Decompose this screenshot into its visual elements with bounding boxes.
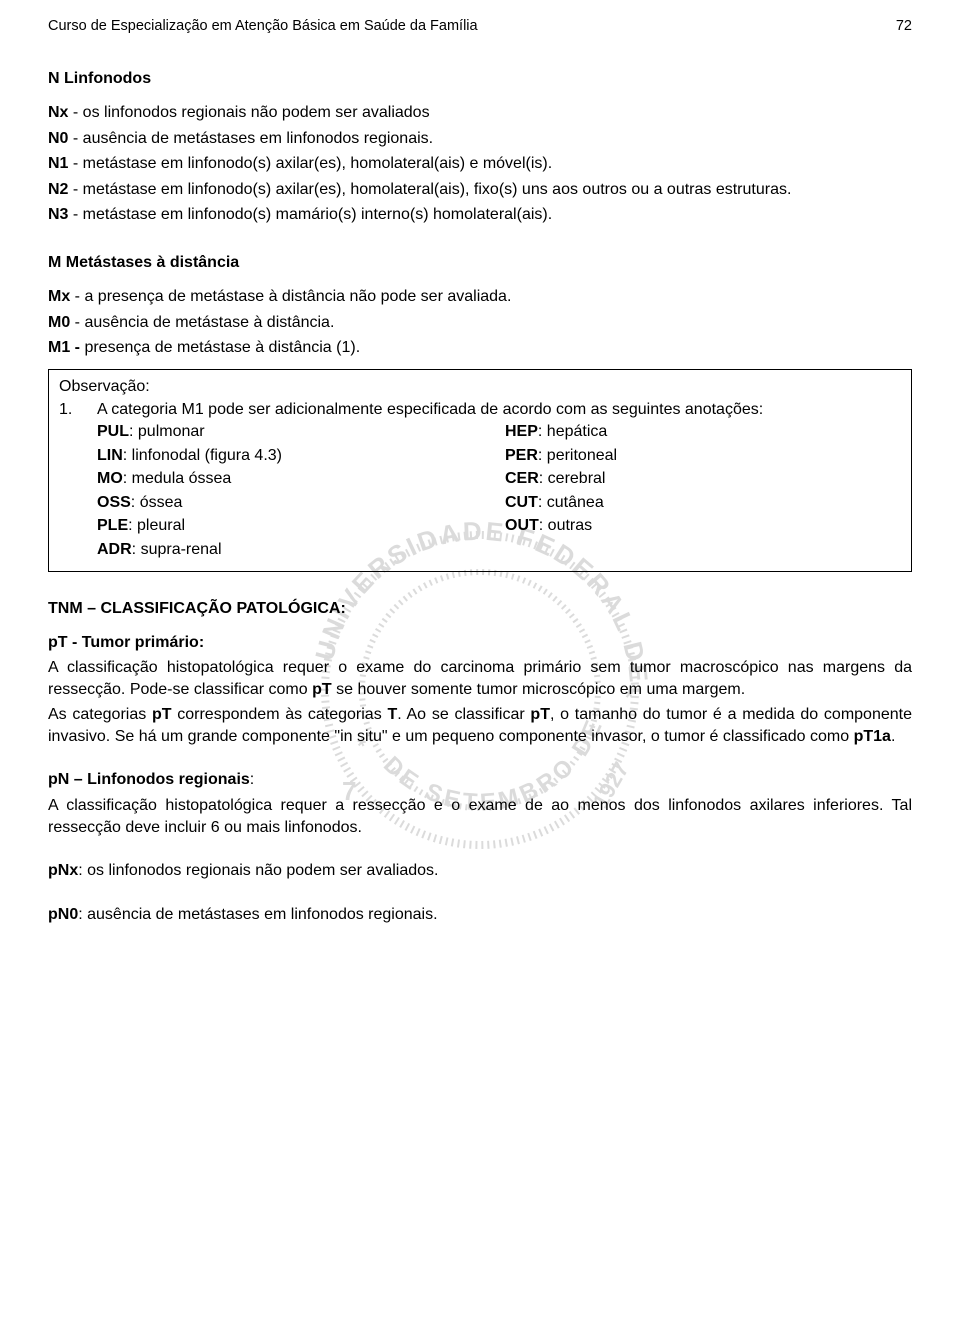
n-section-title: N Linfonodos — [48, 70, 912, 88]
code-adr: ADR — [97, 541, 132, 558]
pn-head: pN – Linfonodos regionais — [48, 771, 250, 788]
pn0-text: : ausência de metástases em linfonodos r… — [78, 906, 437, 923]
page-number: 72 — [896, 18, 912, 34]
observation-head: Observação: — [59, 376, 901, 398]
n1-label: N1 — [48, 155, 68, 172]
m1-label: M1 - — [48, 339, 80, 356]
code-hep: HEP — [505, 423, 538, 440]
n2-label: N2 — [48, 181, 68, 198]
code-pul: PUL — [97, 423, 129, 440]
obs-lead-text: A categoria M1 pode ser adicionalmente e… — [97, 399, 901, 421]
code-cut: CUT — [505, 494, 538, 511]
pt-block: pT - Tumor primário: A classificação his… — [48, 632, 912, 748]
obs-num: 1. — [59, 399, 97, 421]
nx-label: Nx — [48, 104, 68, 121]
n0-text: - ausência de metástases em linfonodos r… — [68, 130, 433, 147]
m-section-body: Mx - a presença de metástase à distância… — [48, 286, 912, 359]
tnm-title: TNM – CLASSIFICAÇÃO PATOLÓGICA: — [48, 600, 912, 618]
course-title: Curso de Especialização em Atenção Básic… — [48, 18, 478, 34]
code-ple: PLE — [97, 517, 128, 534]
n0-label: N0 — [48, 130, 68, 147]
code-cer: CER — [505, 470, 539, 487]
m0-text: - ausência de metástase à distância. — [70, 314, 334, 331]
n1-text: - metástase em linfonodo(s) axilar(es), … — [68, 155, 552, 172]
pn-block: pN – Linfonodos regionais: A classificaç… — [48, 769, 912, 838]
n-section-body: Nx - os linfonodos regionais não podem s… — [48, 102, 912, 226]
code-lin: LIN — [97, 447, 123, 464]
n2-text: - metástase em linfonodo(s) axilar(es), … — [68, 181, 791, 198]
annotation-grid: PUL: pulmonar HEP: hepática LIN: linfono… — [97, 421, 901, 563]
pn-text: A classificação histopatológica requer a… — [48, 795, 912, 838]
pnx-text: : os linfonodos regionais não podem ser … — [78, 862, 438, 879]
code-per: PER — [505, 447, 538, 464]
pt-head: pT - Tumor primário: — [48, 634, 204, 651]
m-section-title: M Metástases à distância — [48, 254, 912, 272]
n3-label: N3 — [48, 206, 68, 223]
code-oss: OSS — [97, 494, 131, 511]
m0-label: M0 — [48, 314, 70, 331]
page-header: Curso de Especialização em Atenção Básic… — [48, 18, 912, 34]
mx-text: - a presença de metástase à distância nã… — [70, 288, 511, 305]
m1-text: presença de metástase à distância (1). — [80, 339, 360, 356]
code-out: OUT — [505, 517, 539, 534]
observation-box: Observação: 1. A categoria M1 pode ser a… — [48, 369, 912, 572]
pnx-label: pNx — [48, 862, 78, 879]
nx-text: - os linfonodos regionais não podem ser … — [68, 104, 429, 121]
n3-text: - metástase em linfonodo(s) mamário(s) i… — [68, 206, 552, 223]
code-mo: MO — [97, 470, 123, 487]
pn0-label: pN0 — [48, 906, 78, 923]
mx-label: Mx — [48, 288, 70, 305]
